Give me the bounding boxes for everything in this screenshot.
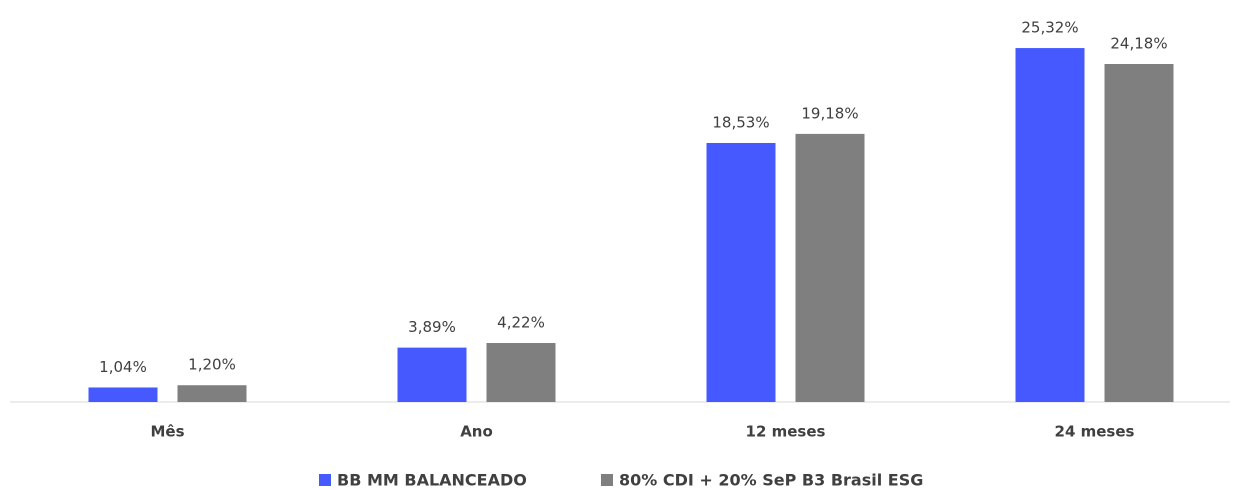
bar <box>1015 48 1085 403</box>
x-tick-label: Mês <box>150 423 184 441</box>
data-label: 4,22% <box>497 314 545 332</box>
x-tick-label: 24 meses <box>1055 423 1135 441</box>
bar <box>486 343 556 402</box>
legend-label: BB MM BALANCEADO <box>337 471 527 490</box>
bar <box>706 142 776 403</box>
data-label: 1,04% <box>99 358 147 376</box>
data-label: 18,53% <box>712 113 769 131</box>
data-label: 25,32% <box>1021 19 1078 37</box>
legend-swatch <box>601 474 613 486</box>
x-tick-label: 12 meses <box>746 423 826 441</box>
bar <box>177 385 247 402</box>
data-label: 19,18% <box>801 104 858 122</box>
bar <box>397 347 467 402</box>
legend-label: 80% CDI + 20% SeP B3 Brasil ESG <box>619 471 923 490</box>
data-label: 3,89% <box>408 318 456 336</box>
bar <box>795 133 865 403</box>
x-tick-label: Ano <box>460 423 493 441</box>
data-label: 1,20% <box>188 356 236 374</box>
legend-swatch <box>319 474 331 486</box>
bar <box>88 387 158 402</box>
bar <box>1104 63 1174 403</box>
data-label: 24,18% <box>1110 34 1167 52</box>
